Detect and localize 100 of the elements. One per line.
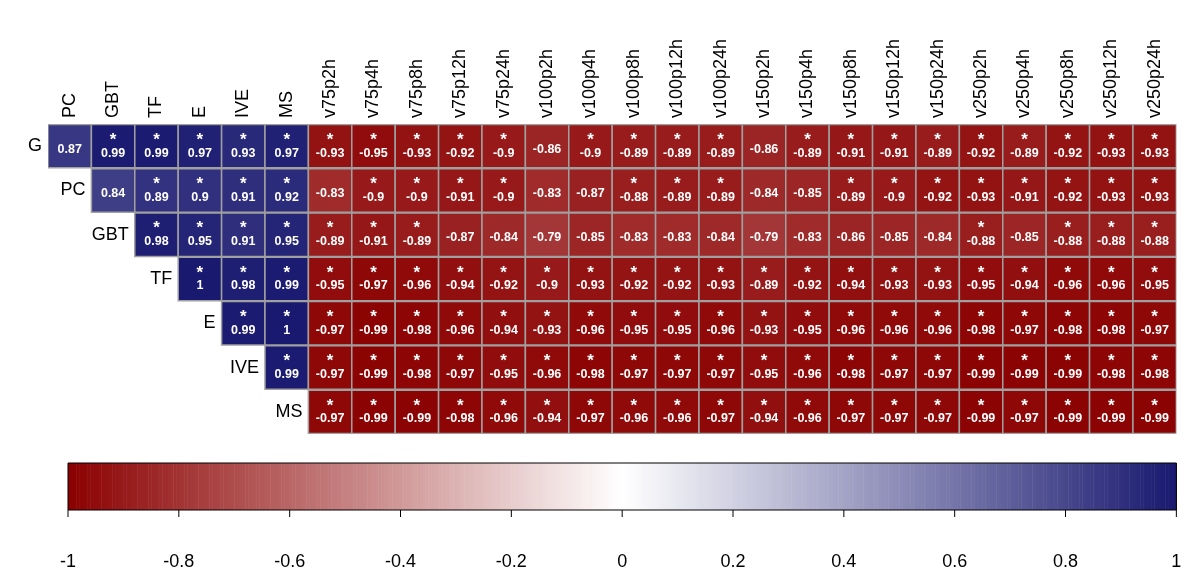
data-label: -0.84: [749, 185, 779, 200]
data-label: * -0.97: [880, 395, 909, 426]
data-label: * 0.98: [144, 218, 169, 249]
data-label: -0.85: [793, 185, 822, 200]
data-label: * -0.93: [1140, 174, 1169, 204]
data-label: * -0.92: [619, 262, 649, 293]
data-label: * -0.98: [836, 351, 866, 382]
data-label: -0.79: [532, 230, 562, 245]
data-label: -0.85: [576, 230, 605, 245]
data-label: * -0.9: [362, 174, 385, 204]
data-label: * -0.9: [492, 174, 515, 204]
data-label: -0.84: [923, 230, 952, 245]
data-label: * -0.97: [576, 395, 605, 426]
data-label: -0.84: [489, 230, 518, 245]
data-label: * -0.97: [619, 351, 649, 382]
data-label: * -0.93: [749, 306, 779, 337]
data-label: * -0.9: [492, 129, 515, 160]
data-label: * -0.98: [402, 351, 432, 382]
data-label: * -0.93: [966, 174, 996, 204]
color-bar-label: 0.8: [1053, 550, 1079, 571]
data-label: * 0.98: [231, 262, 256, 293]
x-tick-label: v150p4h: [796, 48, 817, 118]
data-label: * -0.89: [663, 174, 692, 204]
data-label: * -0.93: [1097, 129, 1126, 160]
x-tick-label: v250p4h: [1013, 48, 1034, 118]
data-label: * 1: [196, 262, 204, 293]
data-label: * -0.97: [706, 395, 735, 426]
data-label: * -0.93: [315, 129, 345, 160]
data-label: * 0.97: [187, 129, 213, 160]
color-bar-label: -0.8: [163, 550, 195, 571]
data-label: * -0.94: [836, 262, 866, 293]
data-label: * -0.98: [576, 351, 605, 382]
data-label: * 0.91: [231, 174, 256, 204]
data-label: * -0.96: [793, 351, 822, 382]
data-label: * -0.93: [1140, 129, 1169, 160]
data-label: * 0.92: [274, 174, 299, 204]
x-tick-label: IVE: [232, 88, 253, 118]
data-label: * -0.89: [1010, 129, 1039, 160]
data-label: * -0.92: [1053, 174, 1083, 204]
x-tick-label: GBT: [102, 80, 123, 118]
data-label: * 0.9: [191, 174, 209, 204]
data-label: * 0.89: [144, 174, 169, 204]
data-label: * -0.9: [406, 174, 428, 204]
data-label: * -0.92: [923, 174, 952, 204]
data-label: * 1: [283, 306, 291, 337]
data-label: * -0.94: [749, 395, 779, 426]
data-label: * -0.91: [446, 174, 475, 204]
data-label: * 0.95: [274, 218, 299, 249]
data-label: -0.86: [749, 141, 779, 156]
x-tick-label: v150p8h: [839, 48, 860, 118]
data-label: -0.84: [706, 230, 735, 245]
data-label: -0.85: [880, 230, 909, 245]
data-label: * -0.93: [402, 129, 432, 160]
data-label: * -0.91: [836, 129, 866, 160]
data-label: * -0.92: [793, 262, 822, 293]
data-label: * -0.98: [446, 395, 475, 426]
data-label: * -0.99: [1053, 351, 1083, 382]
data-label: 0.84: [100, 185, 126, 200]
data-label: * -0.95: [1140, 262, 1169, 293]
x-tick-label: PC: [58, 92, 79, 118]
data-label: * -0.96: [793, 395, 822, 426]
data-label: * -0.99: [359, 351, 388, 382]
x-tick-label: v100p2h: [536, 48, 557, 118]
data-label: -0.83: [663, 230, 692, 245]
data-label: * -0.89: [663, 129, 692, 160]
data-label: * -0.96: [576, 306, 605, 337]
data-label: * -0.96: [532, 351, 562, 382]
data-label: * -0.95: [663, 306, 692, 337]
data-label: * -0.94: [1010, 262, 1039, 293]
data-label: -0.83: [315, 185, 345, 200]
data-label: * -0.99: [966, 351, 996, 382]
data-label: * -0.97: [1010, 395, 1039, 426]
data-label: * 0.93: [231, 129, 256, 160]
data-label: * -0.96: [446, 306, 475, 337]
data-label: * 0.99: [274, 262, 299, 293]
data-label: * -0.98: [1097, 351, 1126, 382]
x-tick-label: MS: [275, 91, 296, 118]
data-label: * 0.99: [274, 351, 299, 382]
data-label: * -0.9: [579, 129, 602, 160]
x-tick-label: v250p2h: [970, 48, 991, 118]
data-label: * -0.96: [923, 306, 952, 337]
data-label: * 0.95: [187, 218, 213, 249]
data-label: * -0.97: [315, 395, 345, 426]
data-label: * -0.99: [359, 306, 388, 337]
x-tick-label: v150p2h: [753, 48, 774, 118]
data-label: * -0.98: [1053, 306, 1083, 337]
data-label: * 0.99: [231, 306, 256, 337]
data-label: * -0.97: [923, 351, 952, 382]
data-label: * -0.96: [402, 262, 432, 293]
data-label: * -0.98: [966, 306, 996, 337]
data-label: * -0.94: [446, 262, 475, 293]
data-label: * -0.89: [402, 218, 432, 249]
data-label: * -0.95: [793, 306, 822, 337]
data-label: * -0.91: [359, 218, 388, 249]
x-tick-label: v100p24h: [709, 38, 730, 118]
data-label: * -0.97: [446, 351, 475, 382]
data-label: -0.86: [836, 230, 866, 245]
data-label: * -0.99: [359, 395, 388, 426]
data-label: * -0.93: [1097, 174, 1126, 204]
data-label: * -0.89: [315, 218, 345, 249]
